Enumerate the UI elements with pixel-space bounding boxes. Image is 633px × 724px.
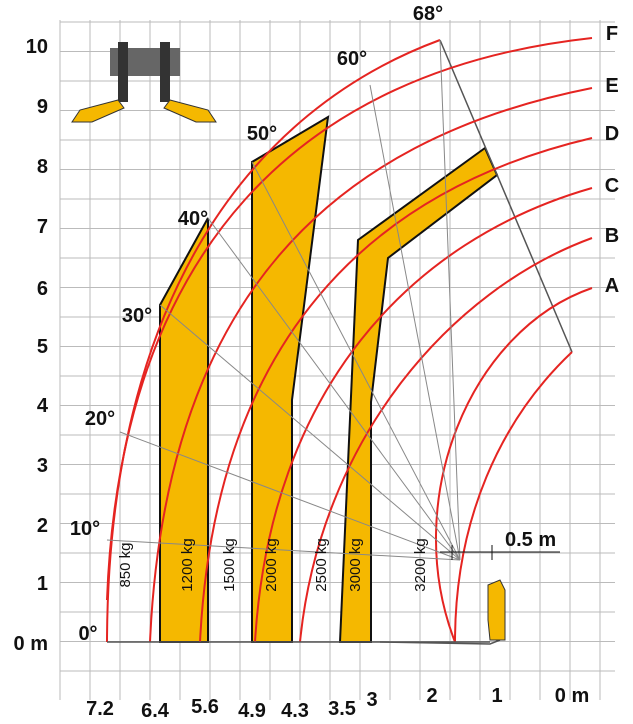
angle-label: 60° xyxy=(337,48,367,70)
load-label: 850 kg xyxy=(117,542,134,587)
angle-line xyxy=(208,218,460,560)
load-chart: 0.5 m 0 m123456789107.26.45.64.94.33.532… xyxy=(0,0,633,724)
load-label: 3000 kg xyxy=(347,538,364,591)
y-label: 6 xyxy=(37,278,48,300)
y-label: 7 xyxy=(37,216,48,238)
y-label: 5 xyxy=(37,336,48,358)
x-label: 7.2 xyxy=(86,698,114,720)
y-label: 10 xyxy=(26,36,48,58)
angle-line xyxy=(370,85,460,560)
dimension-label: 0.5 m xyxy=(505,529,556,551)
load-label: 1500 kg xyxy=(221,538,238,591)
y-label: 9 xyxy=(37,96,48,118)
x-label: 1 xyxy=(491,685,502,707)
x-label: 4.9 xyxy=(238,700,266,722)
x-label: 6.4 xyxy=(141,700,170,722)
angle-label: 0° xyxy=(78,623,97,645)
arc-label: B xyxy=(605,225,619,247)
angle-label: 30° xyxy=(122,305,152,327)
y-label: 3 xyxy=(37,455,48,477)
angle-label: 20° xyxy=(85,408,115,430)
y-label: 2 xyxy=(37,515,48,537)
x-label: 0 m xyxy=(555,685,589,707)
angle-label: 68° xyxy=(413,3,443,25)
arc-label: D xyxy=(605,123,619,145)
y-label: 8 xyxy=(37,156,48,178)
fork-carriage xyxy=(488,580,505,640)
arc-label: F xyxy=(606,23,618,45)
angle-label: 50° xyxy=(247,123,277,145)
x-label: 4.3 xyxy=(281,700,309,722)
load-label: 2000 kg xyxy=(263,538,280,591)
angle-label: 10° xyxy=(70,518,100,540)
y-label: 4 xyxy=(37,395,49,417)
load-label: 1200 kg xyxy=(179,538,196,591)
load-label: 3200 kg xyxy=(412,538,429,591)
x-label: 5.6 xyxy=(191,696,219,718)
angle-label: 40° xyxy=(178,208,208,230)
x-label: 3.5 xyxy=(328,698,356,720)
load-label: 2500 kg xyxy=(313,538,330,591)
y-label: 0 m xyxy=(14,633,48,655)
arc-label: E xyxy=(605,75,618,97)
x-label: 2 xyxy=(426,685,437,707)
arc-label: A xyxy=(605,275,619,297)
x-label: 3 xyxy=(366,689,377,711)
arc-label: C xyxy=(605,175,619,197)
y-label: 1 xyxy=(37,573,48,595)
